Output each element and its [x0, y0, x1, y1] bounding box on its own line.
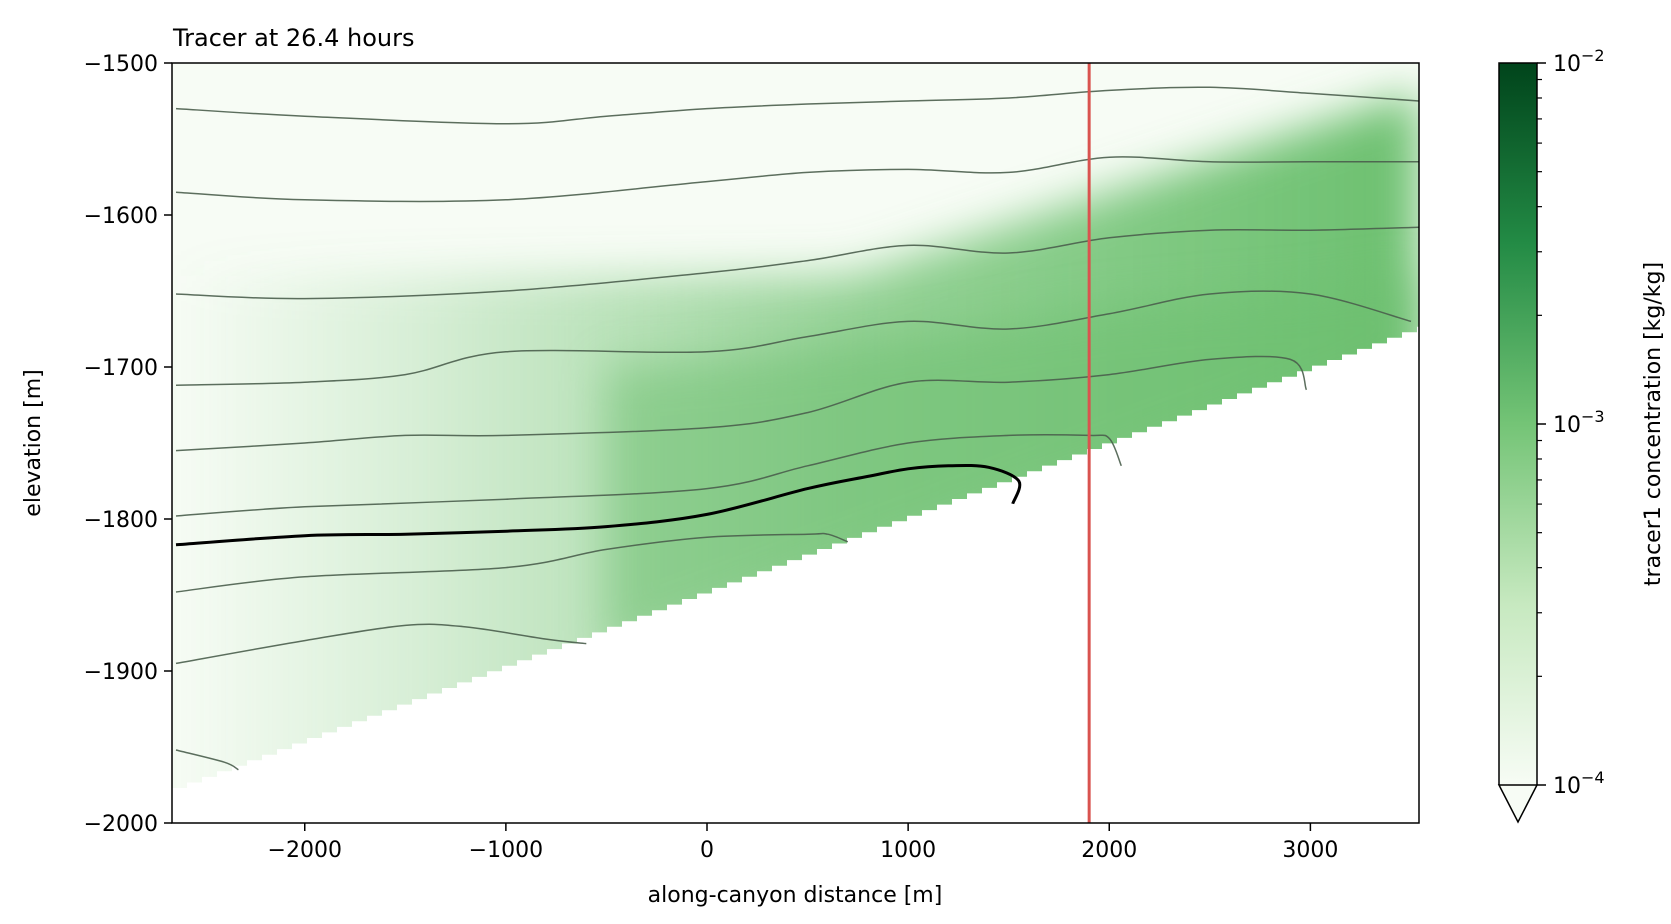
x-tick-label: 3000: [1282, 838, 1338, 863]
density-contour: [175, 623, 587, 665]
x-tick-label: 0: [700, 838, 714, 863]
plot-area: [172, 63, 1419, 823]
y-tick-label: −2000: [84, 812, 158, 837]
colorbar: 10−4 10−3 10−2 tracer1 concentration [kg/k…: [1497, 46, 1666, 824]
y-tick-label: −1900: [84, 660, 158, 685]
chart-title: Tracer at 26.4 hours: [172, 24, 414, 52]
y-tick-label: −1800: [84, 508, 158, 533]
density-contour: [175, 749, 239, 771]
colorbar-tick-label: 10−2: [1553, 46, 1605, 77]
topography-mask: [172, 326, 1419, 823]
x-tick-label: 2000: [1081, 838, 1137, 863]
density-contour: [175, 290, 1412, 386]
y-tick-label: −1600: [84, 204, 158, 229]
density-contour: [175, 532, 849, 593]
density-contour: [175, 226, 1419, 300]
x-tick-label: 1000: [880, 838, 936, 863]
colorbar-extend-triangle: [1497, 784, 1539, 824]
colorbar-fill: [1499, 63, 1537, 785]
x-tick-label: −2000: [268, 838, 342, 863]
x-tick-label: −1000: [469, 838, 543, 863]
y-tick-label: −1700: [84, 356, 158, 381]
colorbar-tick-label: 10−4: [1553, 768, 1605, 799]
density-contour: [175, 86, 1419, 125]
colorbar-label: tracer1 concentration [kg/kg]: [1641, 262, 1666, 586]
density-contour: [175, 355, 1308, 452]
y-axis-ticks: −1500 −1600 −1700 −1800 −1900 −2000: [84, 52, 172, 837]
colorbar-tick-label: 10−3: [1553, 407, 1605, 438]
x-axis-ticks: −2000 −1000 0 1000 2000 3000: [268, 823, 1338, 863]
x-axis-label: along-canyon distance [m]: [648, 883, 943, 908]
axes-frame: [171, 62, 1420, 824]
density-contour: [175, 156, 1419, 203]
bold-contour: [175, 463, 1022, 547]
y-tick-label: −1500: [84, 52, 158, 77]
y-axis-label: elevation [m]: [21, 369, 46, 516]
colorbar-ticks: 10−4 10−3 10−2: [1537, 46, 1605, 799]
